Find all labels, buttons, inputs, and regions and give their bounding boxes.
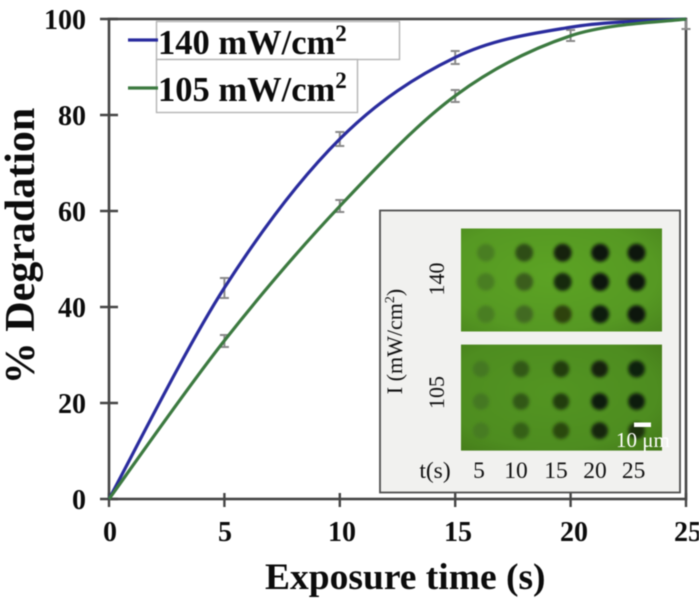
svg-text:10 μm: 10 μm [616,428,670,452]
svg-text:15: 15 [444,517,472,548]
svg-text:20: 20 [560,517,588,548]
svg-text:100: 100 [44,5,86,36]
svg-text:20: 20 [58,389,86,420]
svg-text:140: 140 [424,263,449,296]
svg-text:10: 10 [328,517,356,548]
svg-text:105: 105 [424,376,449,409]
svg-text:5: 5 [218,517,232,548]
svg-text:0: 0 [72,485,86,516]
svg-text:t(s): t(s) [419,458,450,484]
svg-text:80: 80 [58,101,86,132]
svg-text:% Degradation: % Degradation [0,108,44,385]
svg-text:I (mW/cm2): I (mW/cm2) [382,289,407,394]
svg-text:0: 0 [103,517,117,548]
svg-text:25: 25 [622,458,646,484]
svg-text:60: 60 [58,197,86,228]
svg-text:140 mW/cm2: 140 mW/cm2 [158,21,347,62]
svg-text:25: 25 [674,517,699,548]
svg-text:40: 40 [58,293,86,324]
svg-text:20: 20 [583,458,607,484]
svg-text:Exposure time (s): Exposure time (s) [265,557,546,598]
svg-text:15: 15 [544,458,568,484]
svg-text:5: 5 [473,458,485,484]
svg-text:105 mW/cm2: 105 mW/cm2 [158,68,347,109]
svg-text:10: 10 [504,458,528,484]
